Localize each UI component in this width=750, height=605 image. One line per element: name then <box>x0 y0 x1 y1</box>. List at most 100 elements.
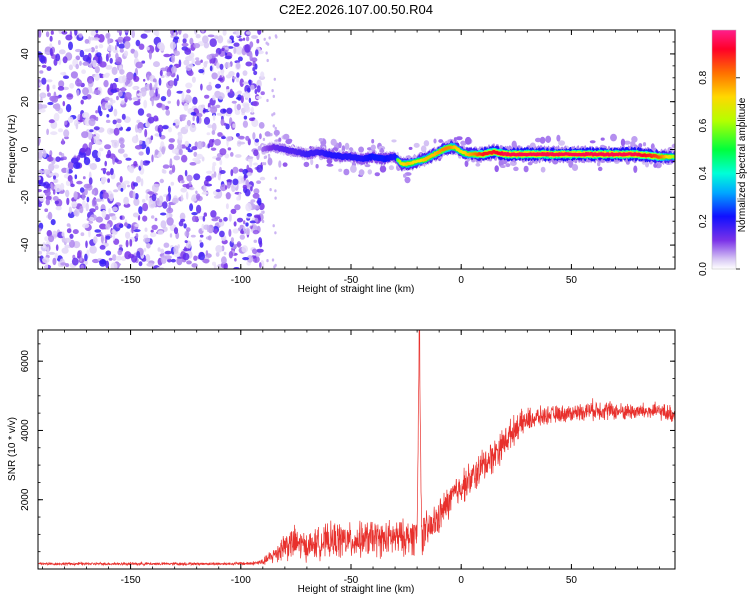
noise-blob <box>158 77 162 86</box>
noise-blob <box>190 234 196 238</box>
trace-halo-blob <box>464 136 472 145</box>
noise-blob <box>143 99 148 109</box>
noise-blob <box>259 176 266 181</box>
noise-blob <box>42 150 47 158</box>
noise-blob <box>274 176 277 180</box>
snr-y-tick-label: 2000 <box>20 488 31 511</box>
noise-blob <box>97 34 105 43</box>
noise-blob <box>109 97 113 102</box>
noise-blob <box>234 204 241 211</box>
noise-blob <box>46 128 49 135</box>
noise-blob <box>252 248 258 255</box>
noise-blob <box>116 41 119 47</box>
noise-blob <box>47 211 53 220</box>
noise-blob <box>144 30 152 33</box>
noise-blob <box>110 168 114 176</box>
noise-blob <box>223 251 227 256</box>
noise-blob <box>82 112 90 119</box>
noise-blob <box>46 84 50 93</box>
noise-blob <box>73 162 81 169</box>
noise-blob <box>75 123 79 130</box>
noise-blob <box>246 87 251 93</box>
trace-halo-blob <box>278 160 282 168</box>
noise-blob <box>100 168 107 171</box>
noise-blob <box>63 75 69 79</box>
spectrogram-x-axis: -150 -100 -50 0 50 <box>42 30 660 286</box>
noise-blob <box>207 124 213 129</box>
noise-blob <box>112 156 115 165</box>
noise-blob <box>134 223 140 227</box>
noise-blob <box>106 171 111 176</box>
trace-halo-blob <box>631 136 638 143</box>
noise-blob <box>113 189 119 193</box>
noise-blob <box>113 158 119 163</box>
noise-blob <box>55 53 61 62</box>
noise-blob <box>214 35 219 40</box>
noise-blob <box>111 66 118 75</box>
noise-blob <box>176 74 179 82</box>
noise-blob <box>75 55 81 61</box>
trace-halo-blob <box>282 162 288 167</box>
spectrogram-y-axis: -40 -20 0 20 40 <box>20 29 675 270</box>
noise-blob <box>38 189 43 193</box>
noise-blob <box>160 96 167 102</box>
noise-blob <box>75 63 79 70</box>
noise-blob <box>166 88 172 98</box>
noise-blob <box>110 262 118 269</box>
noise-blob <box>221 256 227 265</box>
noise-blob <box>92 135 100 144</box>
noise-blob <box>184 230 190 237</box>
noise-blob <box>271 258 275 262</box>
noise-blob <box>99 190 104 200</box>
noise-blob <box>183 59 190 66</box>
noise-blob <box>253 70 258 76</box>
noise-blob <box>124 41 131 50</box>
noise-blob <box>145 123 151 128</box>
noise-blob <box>41 77 47 85</box>
noise-blob <box>83 157 91 166</box>
noise-blob <box>230 208 237 214</box>
noise-blob <box>201 191 209 195</box>
noise-blob <box>165 109 170 116</box>
noise-blob <box>149 88 155 98</box>
noise-blob <box>70 183 75 188</box>
noise-blob <box>101 209 107 219</box>
noise-blob <box>212 114 216 121</box>
noise-blob <box>263 37 266 41</box>
trace-halo-blob <box>638 143 643 148</box>
noise-blob <box>177 133 183 141</box>
noise-blob <box>61 231 65 237</box>
noise-blob <box>179 212 186 221</box>
noise-blob <box>252 229 260 235</box>
noise-blob <box>197 140 204 150</box>
noise-blob <box>50 131 58 136</box>
noise-blob <box>193 255 198 261</box>
noise-blob <box>262 137 266 141</box>
noise-blob <box>146 46 150 51</box>
noise-blob <box>240 95 244 104</box>
noise-blob <box>99 61 107 68</box>
noise-blob <box>167 185 171 194</box>
colorbar-tick-label: 0.8 <box>698 70 709 84</box>
trace-halo-blob <box>303 161 310 168</box>
noise-blob <box>138 261 143 267</box>
noise-blob <box>245 36 250 42</box>
trace-halo-blob <box>371 138 375 144</box>
noise-blob <box>216 62 220 69</box>
noise-blob <box>113 238 120 245</box>
noise-blob <box>236 62 241 70</box>
noise-blob <box>58 80 65 88</box>
trace-halo-blob <box>338 168 343 173</box>
noise-blob <box>254 88 258 95</box>
noise-blob <box>181 42 189 47</box>
trace-halo-blob <box>267 157 273 166</box>
noise-blob <box>128 97 132 101</box>
noise-blob <box>252 132 256 140</box>
noise-blob <box>119 176 123 183</box>
noise-blob <box>105 250 112 256</box>
snr-x-tick-label: 50 <box>566 575 578 586</box>
noise-blob <box>250 186 253 192</box>
trace-halo-blob <box>433 138 437 144</box>
spectrogram-y-tick-label: 0 <box>20 146 31 152</box>
